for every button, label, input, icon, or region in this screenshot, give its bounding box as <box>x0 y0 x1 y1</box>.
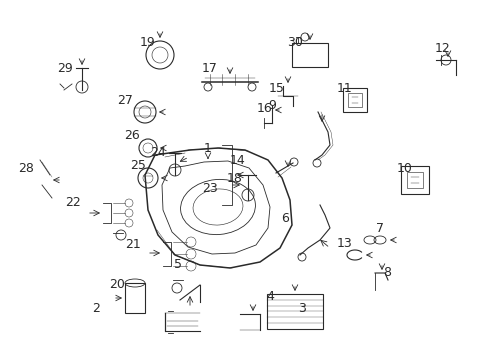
Text: 23: 23 <box>202 181 218 194</box>
Text: 30: 30 <box>286 36 303 49</box>
Text: 7: 7 <box>375 221 383 234</box>
Bar <box>291 43 327 67</box>
Text: 16: 16 <box>257 102 272 114</box>
Text: 27: 27 <box>117 94 133 107</box>
Text: 9: 9 <box>267 99 275 112</box>
Text: 18: 18 <box>226 171 243 185</box>
Text: 5: 5 <box>174 257 182 270</box>
Text: 26: 26 <box>124 129 140 141</box>
Text: 21: 21 <box>125 238 141 251</box>
Text: 14: 14 <box>230 153 245 166</box>
Text: 13: 13 <box>336 237 352 249</box>
Text: 4: 4 <box>265 289 273 302</box>
Text: 29: 29 <box>57 62 73 75</box>
Text: 2: 2 <box>92 302 100 315</box>
Bar <box>125 283 145 313</box>
Bar <box>347 93 361 107</box>
Text: 25: 25 <box>130 158 145 171</box>
Text: 6: 6 <box>281 212 288 225</box>
Text: 15: 15 <box>268 81 285 95</box>
Text: 17: 17 <box>202 62 218 75</box>
Text: 8: 8 <box>382 266 390 279</box>
Text: 22: 22 <box>65 195 81 208</box>
Bar <box>406 172 422 188</box>
Text: 19: 19 <box>140 36 156 49</box>
Text: 1: 1 <box>203 141 211 154</box>
Bar <box>342 88 366 112</box>
Text: 12: 12 <box>434 41 450 54</box>
Text: 3: 3 <box>298 302 305 315</box>
Text: 20: 20 <box>109 279 124 292</box>
Text: 10: 10 <box>396 162 412 175</box>
Text: 11: 11 <box>336 81 352 95</box>
Text: 28: 28 <box>18 162 34 175</box>
Text: 24: 24 <box>150 145 165 158</box>
Bar <box>266 294 323 329</box>
Bar <box>400 166 428 194</box>
